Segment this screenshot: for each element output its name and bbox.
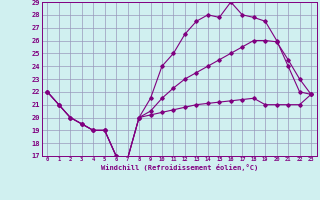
X-axis label: Windchill (Refroidissement éolien,°C): Windchill (Refroidissement éolien,°C) [100,164,258,171]
